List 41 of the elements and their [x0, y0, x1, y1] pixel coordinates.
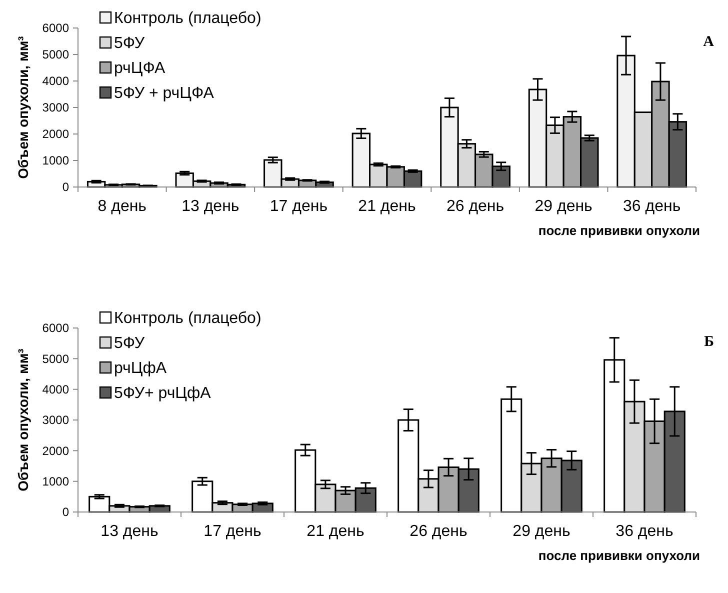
x-tick-label: 29 день: [534, 198, 592, 215]
x-tick-label: 26 день: [410, 523, 468, 540]
legend-label: Контроль (плацебо): [114, 10, 262, 27]
y-tick-label: 3000: [42, 100, 70, 115]
text: А: [703, 34, 714, 50]
x-tick-label: 29 день: [512, 523, 570, 540]
legend-label: 5ФУ: [114, 35, 146, 52]
y-tick-label: 5000: [42, 48, 70, 62]
y-axis-title: Объем опухоли, мм³: [15, 348, 31, 492]
y-tick-label: 2000: [42, 444, 70, 458]
x-tick-label: 21 день: [358, 198, 416, 215]
legend-label: Контроль (плацебо): [114, 310, 262, 327]
y-tick-label: 3000: [42, 413, 70, 428]
legend-label: рчЦФА: [114, 60, 166, 77]
y-tick-label: 1000: [42, 154, 70, 168]
legend-label: рчЦфА: [114, 360, 167, 377]
x-tick-label: 13 день: [182, 198, 240, 215]
x-tick-label: 13 день: [100, 523, 158, 540]
y-tick-label: 4000: [42, 382, 70, 397]
y-tick-label: 5000: [42, 352, 70, 366]
y-tick-label: 4000: [42, 74, 70, 88]
legend-label: 5ФУ+ рчЦфА: [114, 385, 212, 402]
y-tick-label: 1000: [42, 474, 70, 489]
y-axis-title: Объем опухоли, мм³: [15, 36, 31, 179]
x-tick-label: 17 день: [204, 523, 262, 540]
y-tick-label: 6000: [42, 321, 70, 336]
x-tick-label: 26 день: [446, 198, 504, 215]
y-tick-label: 0: [62, 180, 70, 194]
x-tick-label: 36 день: [616, 523, 674, 540]
x-tick-label: 36 день: [623, 198, 681, 215]
text: Б: [704, 334, 714, 350]
x-tick-label: 17 день: [270, 198, 328, 215]
y-tick-label: 0: [62, 505, 70, 520]
x-axis-title: после прививки опухоли: [538, 548, 700, 563]
y-tick-label: 2000: [42, 127, 70, 142]
legend-label: 5ФУ + рчЦФА: [114, 85, 214, 102]
x-tick-label: 21 день: [306, 523, 364, 540]
y-tick-label: 6000: [42, 21, 70, 36]
x-tick-label: 8 день: [98, 198, 147, 215]
legend-label: 5ФУ: [114, 335, 146, 352]
x-axis-title: после прививки опухоли: [538, 223, 700, 238]
